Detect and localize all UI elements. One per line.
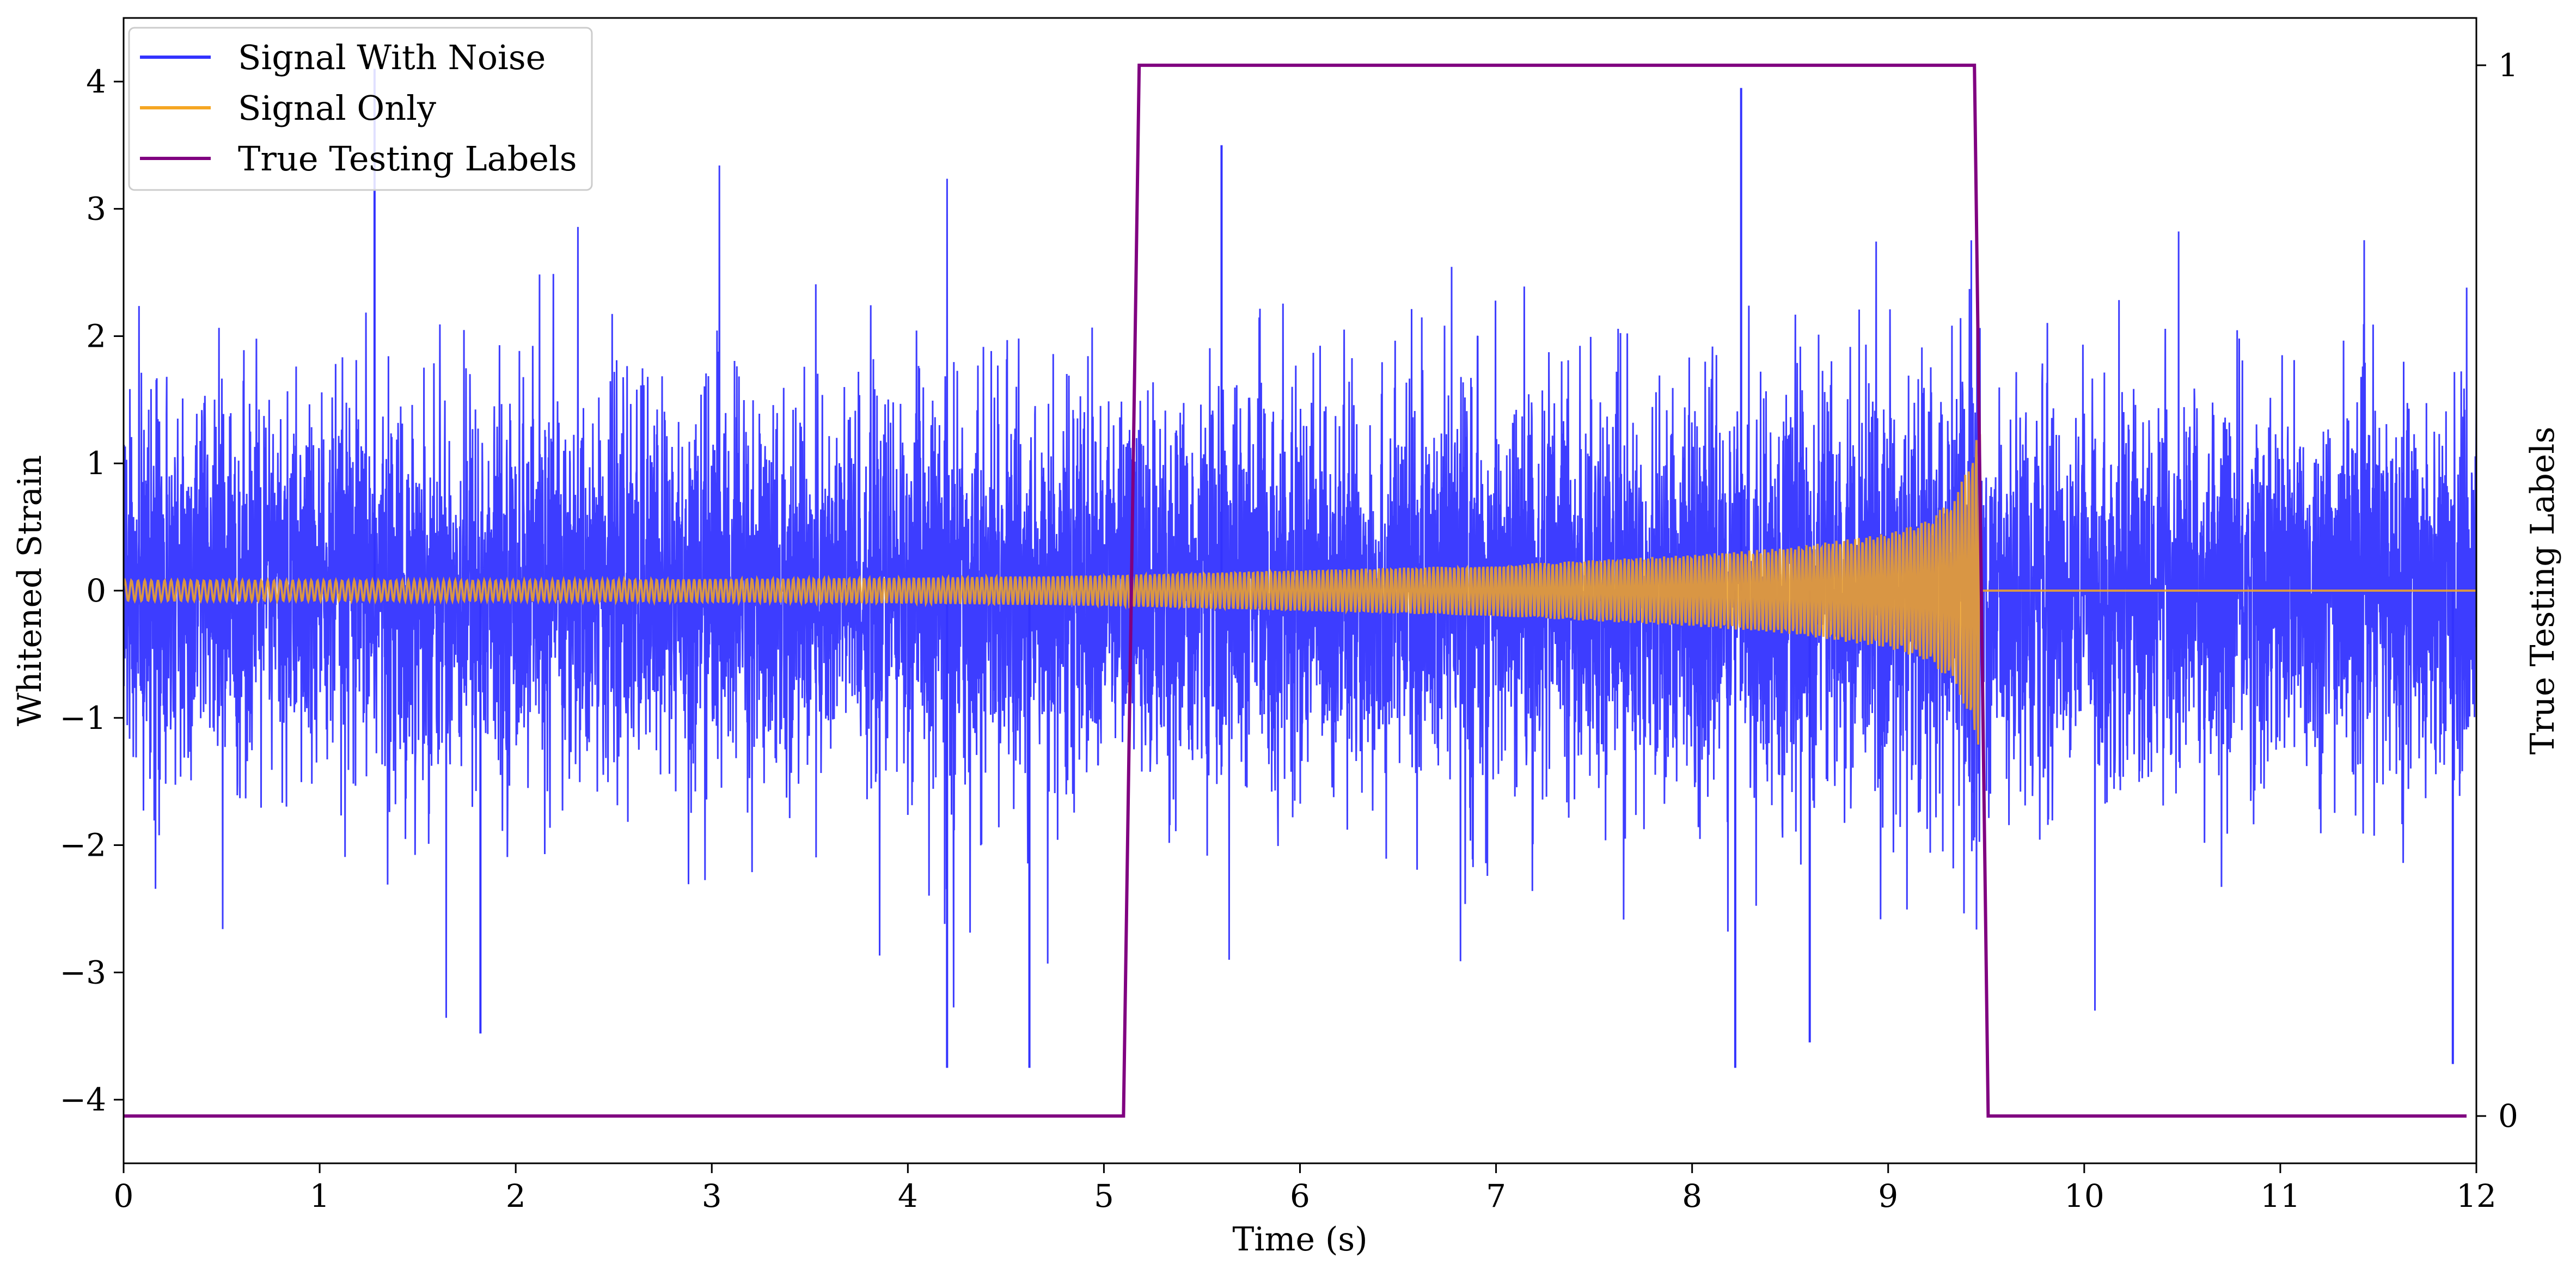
x-axis-title: Time (s) [1232, 1220, 1367, 1259]
signal-only-series [124, 434, 2476, 745]
x-tick-label: 11 [2260, 1177, 2300, 1214]
x-axis: 0 1 2 3 4 5 6 7 8 9 10 11 12 [114, 1163, 2497, 1214]
x-tick-label: 8 [1682, 1177, 1702, 1214]
plot-area [124, 63, 2476, 1118]
true-testing-labels-series [124, 63, 2467, 1118]
y-tick-label: −2 [60, 827, 107, 864]
x-tick-label: 0 [114, 1177, 134, 1214]
y-axis-left: −4 −3 −2 −1 0 1 2 3 4 [60, 63, 124, 1118]
y2-axis-title: True Testing Labels [2524, 427, 2562, 755]
y-tick-label: −1 [60, 700, 107, 737]
legend-label: Signal Only [238, 88, 436, 128]
y-axis-title: Whitened Strain [11, 455, 49, 726]
y-tick-label: 0 [86, 572, 106, 609]
x-tick-label: 6 [1290, 1177, 1310, 1214]
x-tick-label: 1 [310, 1177, 330, 1214]
x-tick-label: 7 [1486, 1177, 1506, 1214]
legend-label: True Testing Labels [238, 139, 577, 179]
legend-label: Signal With Noise [238, 38, 546, 77]
x-tick-label: 2 [506, 1177, 526, 1214]
y-tick-label: 4 [86, 63, 106, 100]
y2-tick-label: 1 [2498, 47, 2518, 84]
x-tick-label: 10 [2064, 1177, 2104, 1214]
signal-with-noise-line [124, 165, 2476, 1018]
y2-tick-label: 0 [2498, 1097, 2518, 1134]
true-testing-labels-line [124, 63, 2467, 1118]
x-tick-label: 5 [1094, 1177, 1114, 1214]
y-axis-right: 01 [2476, 47, 2518, 1134]
x-tick-label: 12 [2456, 1177, 2497, 1214]
legend: Signal With Noise Signal Only True Testing… [128, 27, 593, 191]
y-tick-label: 1 [86, 445, 106, 482]
x-tick-label: 9 [1878, 1177, 1898, 1214]
x-tick-label: 3 [702, 1177, 722, 1214]
y-tick-label: 2 [86, 317, 106, 354]
signal-with-noise-series [124, 69, 2476, 1068]
signal-only-line [124, 434, 2476, 745]
y-tick-label: 3 [86, 191, 106, 228]
y-tick-label: −3 [60, 954, 107, 991]
legend-box [128, 27, 593, 191]
y-tick-label: −4 [60, 1081, 107, 1118]
x-tick-label: 4 [898, 1177, 918, 1214]
